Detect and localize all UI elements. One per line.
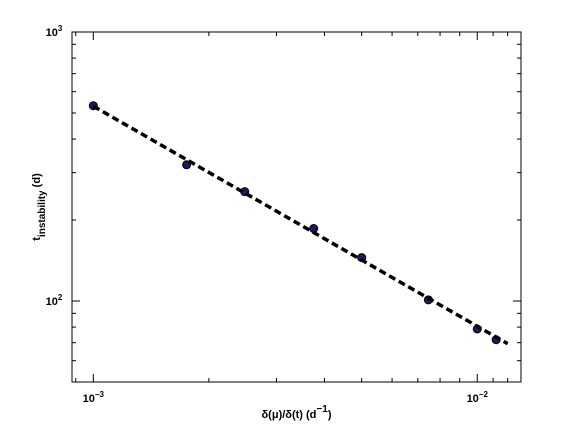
tick-base: 10 bbox=[83, 393, 95, 405]
tick-exponent: −3 bbox=[95, 390, 105, 399]
x-tick-label: 10−3 bbox=[83, 390, 105, 405]
y-tick-label: 102 bbox=[46, 293, 63, 308]
label-subscript: instability bbox=[37, 190, 48, 237]
x-axis-label: δ(μ)/δ(t) (d−1) bbox=[262, 404, 332, 421]
tick-exponent: 3 bbox=[58, 24, 63, 33]
y-tick-label: 103 bbox=[46, 24, 63, 39]
plot-frame bbox=[71, 31, 522, 383]
tick-exponent: −2 bbox=[479, 390, 489, 399]
label-part: δ(μ)/δ(t) (d bbox=[262, 409, 317, 421]
y-axis-label: tinstability (d) bbox=[31, 173, 48, 241]
label-superscript: −1 bbox=[316, 404, 328, 415]
tick-base: 10 bbox=[467, 393, 479, 405]
tick-exponent: 2 bbox=[58, 293, 63, 302]
tick-base: 10 bbox=[46, 27, 58, 39]
tick-base: 10 bbox=[46, 296, 58, 308]
label-part: t bbox=[31, 237, 43, 241]
label-part: (d) bbox=[31, 173, 43, 190]
label-part: ) bbox=[328, 409, 332, 421]
x-tick-label: 10−2 bbox=[467, 390, 489, 405]
fit-line bbox=[92, 104, 509, 346]
